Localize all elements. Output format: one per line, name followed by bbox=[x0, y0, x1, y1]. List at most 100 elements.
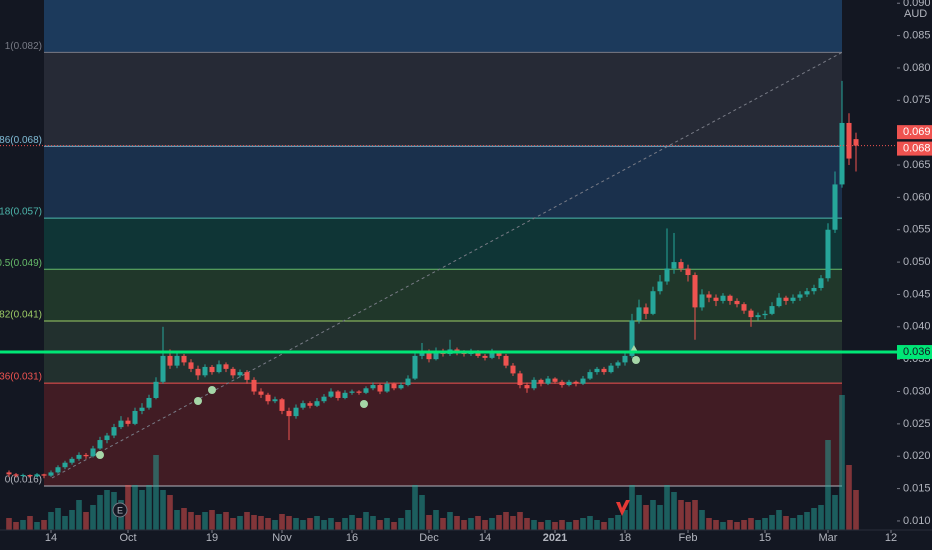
volume-bar bbox=[454, 516, 460, 530]
volume-bar bbox=[804, 512, 810, 530]
candle-body bbox=[202, 366, 208, 376]
x-tick-label: 19 bbox=[206, 532, 218, 544]
candle-body bbox=[552, 378, 558, 382]
candle-body bbox=[41, 474, 47, 476]
volume-bar bbox=[755, 520, 761, 530]
candle-body bbox=[727, 295, 733, 301]
price-label-box bbox=[897, 141, 932, 156]
candle-body bbox=[363, 388, 369, 393]
volume-bar bbox=[685, 502, 691, 530]
candle-body bbox=[272, 399, 278, 402]
x-tick-label: 14 bbox=[45, 532, 57, 544]
volume-bar bbox=[538, 522, 544, 530]
candle-body bbox=[496, 352, 502, 356]
volume-bar bbox=[601, 522, 607, 530]
volume-bar bbox=[335, 522, 341, 530]
volume-bar bbox=[657, 505, 663, 530]
candle-body bbox=[153, 381, 159, 398]
x-tick-label: 18 bbox=[619, 532, 631, 544]
volume-bar bbox=[482, 520, 488, 530]
volume-bar bbox=[622, 510, 628, 530]
volume-bar bbox=[559, 520, 565, 530]
volume-bar bbox=[776, 510, 782, 530]
candle-body bbox=[188, 362, 194, 369]
price-label: 0.069 bbox=[903, 126, 931, 138]
candle-body bbox=[300, 403, 306, 408]
volume-bar bbox=[349, 515, 355, 530]
volume-bar bbox=[146, 485, 152, 530]
volume-bar bbox=[503, 512, 509, 530]
candle-body bbox=[685, 268, 691, 276]
y-tick-label: 0.085 bbox=[903, 29, 931, 41]
volume-bar bbox=[174, 510, 180, 530]
x-tick-label: Nov bbox=[272, 532, 292, 544]
y-tick-label: 0.015 bbox=[903, 482, 931, 494]
candle-body bbox=[328, 391, 334, 397]
volume-bar bbox=[426, 515, 432, 530]
volume-bar bbox=[839, 395, 845, 530]
candle-body bbox=[671, 262, 677, 269]
candle-body bbox=[811, 287, 817, 292]
candle-body bbox=[433, 351, 439, 360]
volume-bar bbox=[83, 512, 89, 530]
volume-bar bbox=[608, 518, 614, 530]
candle-body bbox=[629, 320, 635, 356]
candle-body bbox=[608, 365, 614, 373]
volume-bar bbox=[573, 520, 579, 530]
signal-arrow bbox=[616, 500, 630, 516]
volume-bar bbox=[195, 515, 201, 530]
candle-body bbox=[342, 392, 348, 398]
candle-body bbox=[818, 278, 824, 288]
candle-body bbox=[314, 401, 320, 406]
volume-bar bbox=[720, 522, 726, 530]
candle-body bbox=[181, 355, 187, 363]
volume-bar bbox=[251, 515, 257, 530]
candle-body bbox=[6, 472, 12, 475]
candle-body bbox=[755, 315, 761, 318]
volume-bar bbox=[321, 520, 327, 530]
volume-bar bbox=[615, 515, 621, 530]
candle-body bbox=[139, 407, 145, 411]
candle-body bbox=[34, 474, 40, 477]
volume-bar bbox=[69, 510, 75, 530]
candle-body bbox=[783, 297, 789, 301]
volume-bar bbox=[265, 518, 271, 530]
volume-bar bbox=[132, 485, 138, 530]
candle-body bbox=[538, 379, 544, 384]
fib-retracement: 1(0.082) 786(0.068) 618(0.057) 0.5(0.049) 38… bbox=[0, 0, 843, 487]
volume-bar bbox=[566, 522, 572, 530]
candle-body bbox=[412, 355, 418, 379]
volume-bar bbox=[76, 500, 82, 530]
volume-bar bbox=[846, 465, 852, 530]
candle-body bbox=[482, 355, 488, 358]
fib-label: 0(0.016) bbox=[5, 475, 42, 486]
candle-body bbox=[384, 383, 390, 392]
candle-body bbox=[426, 352, 432, 360]
candle-body bbox=[13, 474, 19, 476]
volume-bar bbox=[286, 516, 292, 530]
candle-body bbox=[615, 362, 621, 366]
volume-bar bbox=[13, 522, 19, 530]
candle-body bbox=[209, 366, 215, 373]
volume-bar bbox=[853, 490, 859, 530]
candle-body bbox=[769, 306, 775, 314]
volume-bar bbox=[741, 520, 747, 530]
signal-dot bbox=[194, 397, 202, 405]
candle-body bbox=[720, 295, 726, 301]
volume-bar bbox=[440, 518, 446, 530]
candle-body bbox=[517, 373, 523, 386]
candle-body bbox=[573, 381, 579, 384]
candle-body bbox=[349, 391, 355, 393]
candle-body bbox=[237, 372, 243, 376]
volume-bar bbox=[678, 500, 684, 530]
candle-body bbox=[167, 355, 173, 366]
candle-body bbox=[223, 364, 229, 369]
event-marker[interactable] bbox=[112, 502, 128, 518]
candle-body bbox=[69, 458, 75, 463]
candle-body bbox=[391, 383, 397, 389]
candle-body bbox=[664, 268, 670, 282]
volume-bar bbox=[272, 520, 278, 530]
x-tick-label: 15 bbox=[759, 532, 771, 544]
signal-dot bbox=[360, 400, 368, 408]
y-tick-label: 0.060 bbox=[903, 191, 931, 203]
